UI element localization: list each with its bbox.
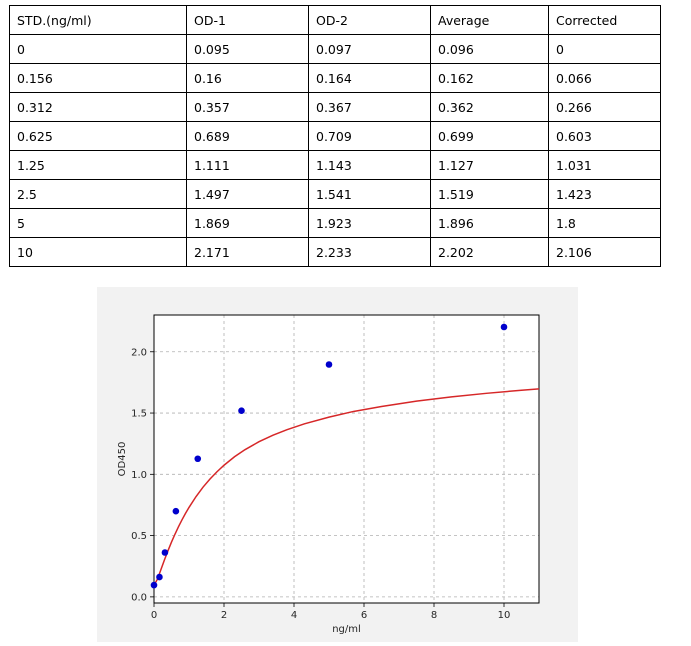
table-cell: 10 [9,237,187,267]
table-cell: 0 [9,34,187,64]
x-tick-label: 2 [221,610,227,621]
table-cell: 2.171 [186,237,309,267]
y-tick-label: 1.0 [131,470,147,481]
table-cell: 0.367 [308,92,431,122]
chart-canvas: 0 2 4 6 8 10 0.0 0.5 1.0 1.5 2.0 ng/ml OD450 [117,314,540,635]
table-cell: 0.266 [548,92,661,122]
table-cell: 1.497 [186,179,309,209]
table-header-row: STD.(ng/ml) OD-1 OD-2 Average Corrected [9,5,661,35]
x-tick-label: 0 [151,610,157,621]
table-cell: 2.5 [9,179,187,209]
table-cell: 1.869 [186,208,309,238]
x-tick-label: 4 [291,610,297,621]
data-point [161,549,169,556]
table-cell: 1.896 [430,208,549,238]
table-row: 10 2.171 2.233 2.202 2.106 [9,237,661,267]
table-cell: 0.362 [430,92,549,122]
table-cell: 1.143 [308,150,431,180]
table-cell: 0.066 [548,63,661,93]
table-cell: 1.519 [430,179,549,209]
data-point [194,455,202,463]
table-cell: 1.923 [308,208,431,238]
table-cell: 1.8 [548,208,661,238]
table-cell: 0.699 [430,121,549,151]
table-cell: 0.603 [548,121,661,151]
table-cell: 5 [9,208,187,238]
data-point [156,573,163,581]
axis-ticks: 0 2 4 6 8 10 0.0 0.5 1.0 1.5 2.0 [131,347,510,621]
data-point [172,507,180,515]
plot-area [154,315,539,603]
x-axis-label: ng/ml [332,624,361,635]
grid-lines [153,315,539,603]
table-cell: 0.689 [186,121,309,151]
table-row: 1.25 1.111 1.143 1.127 1.031 [9,150,661,180]
table-cell: 0.095 [186,34,309,64]
table-cell: 0.156 [9,63,187,93]
table-cell: 0.16 [186,63,309,93]
standard-curve-table: STD.(ng/ml) OD-1 OD-2 Average Corrected 0 0.09… [9,5,661,267]
standard-curve-chart: 0 2 4 6 8 10 0.0 0.5 1.0 1.5 2.0 ng/ml OD450 [97,287,578,642]
table-header-cell: OD-1 [186,5,309,35]
table-row: 2.5 1.497 1.541 1.519 1.423 [9,179,661,209]
plot-frame [153,314,540,604]
x-tick-label: 8 [431,610,437,621]
fit-curve-group [153,388,540,586]
data-point [238,407,245,415]
table-header-cell: Average [430,5,549,35]
table-cell: 1.423 [548,179,661,209]
table-header-cell: Corrected [548,5,661,35]
y-tick-label: 0.5 [131,531,147,542]
table-cell: 1.031 [548,150,661,180]
table-cell: 0 [548,34,661,64]
table-cell: 1.541 [308,179,431,209]
table-cell: 0.625 [9,121,187,151]
table-row: 0.156 0.16 0.164 0.162 0.066 [9,63,661,93]
table-cell: 0.312 [9,92,187,122]
table-cell: 1.25 [9,150,187,180]
x-tick-label: 6 [361,610,367,621]
table-cell: 2.106 [548,237,661,267]
table-row: 0.312 0.357 0.367 0.362 0.266 [9,92,661,122]
table-cell: 1.127 [430,150,549,180]
data-point [325,361,333,368]
table-cell: 0.096 [430,34,549,64]
table-cell: 0.162 [430,63,549,93]
table-cell: 0.097 [308,34,431,64]
table-cell: 1.111 [186,150,309,180]
table-cell: 2.202 [430,237,549,267]
table-header-cell: STD.(ng/ml) [9,5,187,35]
data-point [150,581,158,589]
table-row: 0.625 0.689 0.709 0.699 0.603 [9,121,661,151]
table-header-cell: OD-2 [308,5,431,35]
y-tick-label: 2.0 [131,347,147,358]
table-row: 5 1.869 1.923 1.896 1.8 [9,208,661,238]
fit-curve-line [153,388,540,586]
y-axis-label: OD450 [117,442,128,477]
table-cell: 2.233 [308,237,431,267]
data-points [150,323,508,589]
table-row: 0 0.095 0.097 0.096 0 [9,34,661,64]
y-tick-label: 0.0 [131,592,147,603]
table-cell: 0.164 [308,63,431,93]
y-tick-label: 1.5 [131,409,147,420]
table-cell: 0.357 [186,92,309,122]
data-point [500,323,508,331]
table-cell: 0.709 [308,121,431,151]
x-tick-label: 10 [498,610,511,621]
